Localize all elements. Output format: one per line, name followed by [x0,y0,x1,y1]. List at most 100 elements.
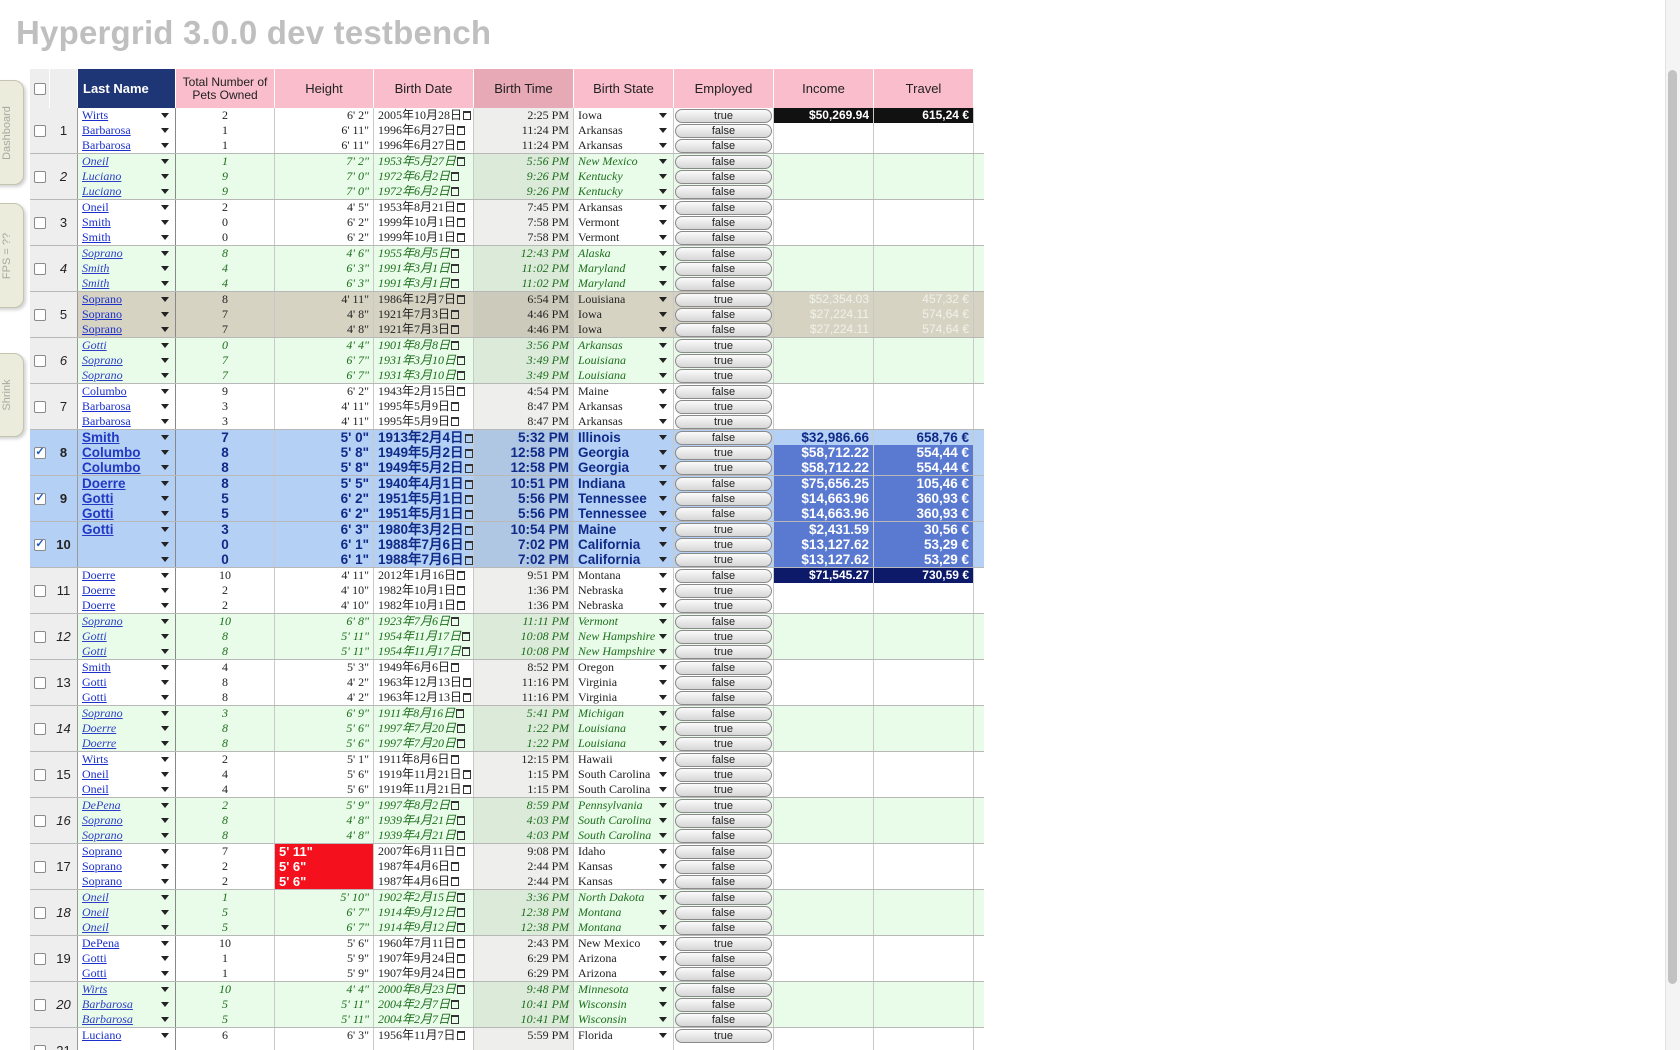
employed-cell[interactable]: true [674,353,773,368]
birth-date-cell[interactable]: 1921年7月3日 [374,322,473,337]
employed-toggle-button[interactable]: true [675,461,772,475]
calendar-icon[interactable] [457,141,466,150]
birth-date-cell[interactable]: 1987年4月6日 [374,874,473,889]
last-name-cell[interactable] [78,1043,175,1050]
last-name-cell[interactable]: Columbo [78,384,175,399]
height-cell-alert[interactable]: 5' 6" [275,874,373,889]
employed-toggle-button[interactable]: false [675,875,772,889]
height-cell[interactable]: 5' 6" [346,936,369,950]
row-select-cell[interactable] [30,154,50,199]
employed-toggle-button[interactable]: true [675,339,772,353]
pets-cell[interactable]: 4 [222,782,228,796]
calendar-icon[interactable] [464,541,473,550]
calendar-icon[interactable] [457,203,466,212]
last-name-link[interactable]: Wirts [82,108,109,122]
last-name-cell[interactable]: Luciano [78,169,175,184]
row-group[interactable]: 4 Soprano Smith Smith 8 4 4 4' 6" 6' 3" 6' 3" 1955… [30,246,984,292]
row-checkbox[interactable] [34,216,46,229]
btime-cell[interactable]: 12:38 PM [520,905,569,919]
chevron-down-icon[interactable] [161,220,169,225]
birth-state-cell[interactable]: North Dakota [574,890,673,905]
calendar-icon[interactable] [457,816,466,825]
last-name-link[interactable]: Soprano [82,307,122,321]
btime-cell[interactable]: 2:25 PM [527,108,569,122]
last-name-cell[interactable]: Soprano [78,307,175,322]
row-group[interactable]: 2 Oneil Luciano Luciano 1 9 9 7' 2" 7' 0" 7' 0" 19… [30,154,984,200]
row-group[interactable]: 14 Soprano Doerre Doerre 3 8 8 6' 9" 5' 6" 5' 6" 1… [30,706,984,752]
last-name-cell[interactable]: Wirts [78,752,175,767]
height-cell[interactable]: 5' 5" [340,476,369,491]
employed-cell[interactable]: false [674,568,773,583]
height-cell-alert[interactable]: 5' 6" [275,859,373,874]
last-name-cell[interactable]: Barbarosa [78,997,175,1012]
birth-state-cell[interactable]: Florida [574,1028,673,1043]
birth-state-cell[interactable]: California [574,537,673,552]
chevron-down-icon[interactable] [161,941,169,946]
height-cell[interactable]: 5' 6" [346,782,369,796]
row-checkbox[interactable] [34,124,46,137]
chevron-down-icon[interactable] [161,404,169,409]
height-cell[interactable]: 7' 0" [346,184,369,198]
chevron-down-icon[interactable] [659,726,667,731]
height-cell[interactable]: 5' 11" [341,644,369,658]
row-group[interactable]: 16 DePena Soprano Soprano 2 8 8 5' 9" 4' 8" 4' 8"… [30,798,984,844]
row-group[interactable]: 3 Oneil Smith Smith 2 0 0 4' 5" 6' 2" 6' 2" 1953年8… [30,200,984,246]
birth-date-cell[interactable]: 1954年11月17日 [374,629,473,644]
chevron-down-icon[interactable] [161,481,169,486]
birth-state-cell[interactable]: South Carolina [574,813,673,828]
chevron-down-icon[interactable] [659,925,667,930]
birth-state-cell[interactable]: Arizona [574,966,673,981]
height-cell[interactable]: 5' 3" [346,660,369,674]
last-name-cell[interactable]: Oneil [78,920,175,935]
employed-toggle-button[interactable]: false [675,216,772,230]
row-select-cell[interactable] [30,338,50,383]
last-name-cell[interactable]: Barbarosa [78,399,175,414]
btime-cell[interactable]: 4:03 PM [526,813,569,827]
pets-cell[interactable]: 0 [222,215,228,229]
pets-cell[interactable]: 4 [222,767,228,781]
birth-date-cell[interactable]: 1953年5月27日 [374,154,473,169]
row-checkbox[interactable] [34,906,46,919]
chevron-down-icon[interactable] [161,726,169,731]
employed-cell[interactable]: false [674,230,773,245]
chevron-down-icon[interactable] [161,511,169,516]
chevron-down-icon[interactable] [161,818,169,823]
calendar-icon[interactable] [464,556,473,565]
employed-toggle-button[interactable]: false [675,891,772,905]
employed-toggle-button[interactable]: false [675,139,772,153]
height-cell[interactable]: 6' 7" [346,353,369,367]
row-checkbox[interactable] [34,262,46,275]
calendar-icon[interactable] [451,172,460,181]
birth-state-cell[interactable]: Maryland [574,261,673,276]
btime-cell[interactable]: 11:16 PM [521,675,569,689]
row-select-cell[interactable] [30,568,50,613]
chevron-down-icon[interactable] [659,1002,667,1007]
scrollbar-thumb[interactable] [1668,70,1677,984]
calendar-icon[interactable] [451,417,460,426]
pets-cell[interactable]: 3 [222,706,228,720]
calendar-icon[interactable] [457,371,466,380]
btime-cell[interactable]: 1:22 PM [526,721,569,735]
calendar-icon[interactable] [464,434,473,443]
birth-date-cell[interactable]: 1949年5月2日 [374,460,473,475]
birth-date-cell[interactable]: 1988年7月6日 [374,537,473,552]
birth-date-cell[interactable]: 1931年3月10日 [374,353,473,368]
calendar-icon[interactable] [457,893,466,902]
last-name-link[interactable]: Soprano [82,353,123,367]
chevron-down-icon[interactable] [161,419,169,424]
birth-date-cell[interactable]: 1954年11月17日 [374,644,473,659]
last-name-cell[interactable]: Soprano [78,292,175,307]
chevron-down-icon[interactable] [659,220,667,225]
pets-cell[interactable]: 9 [222,384,228,398]
birth-date-cell[interactable]: 1996年6月27日 [374,138,473,153]
employed-toggle-button[interactable]: false [675,967,772,981]
employed-cell[interactable]: true [674,552,773,567]
chevron-down-icon[interactable] [161,312,169,317]
pets-cell[interactable]: 10 [219,614,231,628]
chevron-down-icon[interactable] [161,297,169,302]
last-name-link[interactable]: Wirts [82,752,109,766]
last-name-link[interactable]: Gotti [82,491,114,506]
header-birth-state[interactable]: Birth State [574,69,674,108]
header-pets[interactable]: Total Number of Pets Owned [176,69,275,108]
employed-cell[interactable]: false [674,322,773,337]
